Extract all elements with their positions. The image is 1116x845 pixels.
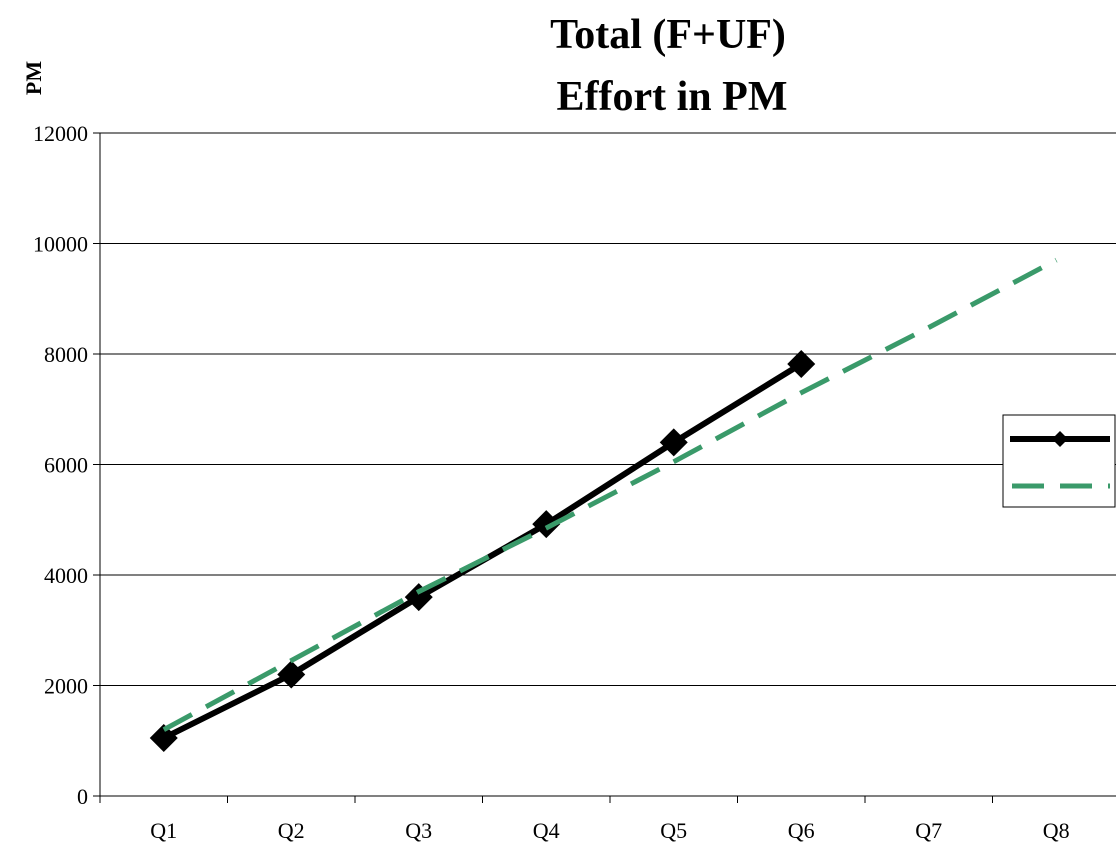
series	[149, 257, 1058, 752]
y-tick-label: 2000	[44, 674, 88, 699]
y-tick-label: 6000	[44, 453, 88, 478]
data-point-marker	[532, 510, 561, 539]
x-tick-label: Q4	[533, 818, 560, 843]
x-tick-label: Q6	[788, 818, 815, 843]
y-tick-label: 8000	[44, 342, 88, 367]
x-tick-label: Q3	[405, 818, 432, 843]
series-line-dashed	[162, 257, 1058, 732]
series-line-solid	[162, 361, 803, 741]
legend-box	[1002, 414, 1116, 508]
gridlines	[100, 132, 1116, 686]
legend	[1002, 414, 1116, 508]
x-tick-label: Q8	[1043, 818, 1070, 843]
y-tick-label: 12000	[33, 121, 88, 146]
x-tick-labels: Q1 Q2 Q3 Q4 Q5 Q6 Q7 Q8	[150, 818, 1069, 843]
chart-title-line-1: Total (F+UF)	[550, 12, 786, 58]
y-tick-label: 10000	[33, 232, 88, 257]
y-tick-label: 4000	[44, 563, 88, 588]
data-point-marker	[659, 428, 688, 457]
data-point-marker	[277, 660, 306, 689]
chart-title-line-2: Effort in PM	[557, 74, 788, 120]
x-tick-label: Q2	[278, 818, 305, 843]
x-tick-label: Q7	[915, 818, 942, 843]
legend-marker-diamond	[1052, 431, 1068, 447]
y-axis-label: PM	[21, 61, 46, 95]
axes	[93, 132, 1116, 803]
x-tick-label: Q1	[150, 818, 177, 843]
x-tick-label: Q5	[660, 818, 687, 843]
y-tick-label: 0	[77, 784, 88, 809]
data-point-marker	[149, 723, 178, 752]
data-point-marker	[787, 349, 816, 378]
y-tick-labels: 0 2000 4000 6000 8000 10000 12000	[33, 121, 88, 809]
